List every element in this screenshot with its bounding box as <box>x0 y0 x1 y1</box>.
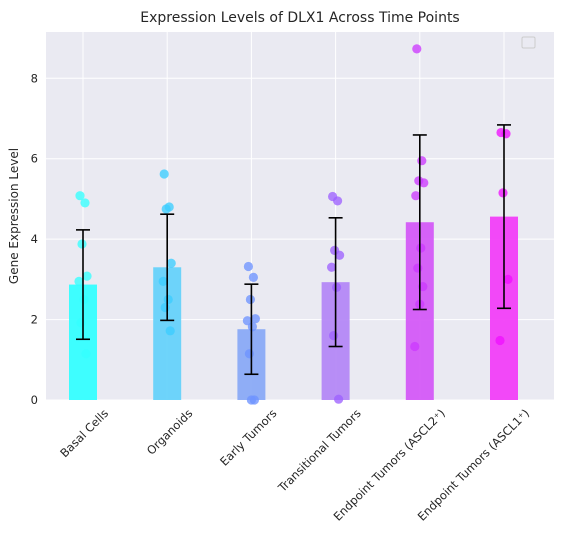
error-bars <box>76 124 511 376</box>
data-point <box>82 271 92 281</box>
data-point <box>410 341 420 352</box>
data-point <box>159 169 169 179</box>
data-point <box>75 191 85 201</box>
data-point <box>81 349 91 359</box>
data-point <box>248 272 258 282</box>
x-tick-label: Organoids <box>144 406 195 457</box>
plot-background <box>46 32 554 400</box>
data-point <box>411 191 421 201</box>
data-point <box>163 294 173 305</box>
data-point <box>332 282 342 292</box>
data-point <box>80 198 90 208</box>
data-point <box>495 335 505 346</box>
data-point <box>79 294 89 305</box>
y-tick-label: 6 <box>31 152 38 166</box>
data-point <box>244 349 254 359</box>
legend-box <box>521 36 536 49</box>
y-axis-label: Gene Expression Level <box>7 148 21 284</box>
data-point <box>416 243 426 253</box>
data-point <box>419 178 429 188</box>
y-tick-label: 2 <box>31 313 38 327</box>
data-point <box>327 262 337 272</box>
data-point <box>503 274 513 284</box>
y-tick-label: 4 <box>31 232 38 246</box>
bars <box>69 216 518 400</box>
x-tick-label: Basal Cells <box>57 406 111 460</box>
data-point <box>77 239 87 249</box>
data-point <box>333 196 343 206</box>
data-point <box>501 129 511 139</box>
x-tick-label: Early Tumors <box>217 406 279 468</box>
data-point <box>335 250 345 260</box>
data-point <box>161 204 171 214</box>
data-point <box>160 302 170 313</box>
data-point <box>76 318 86 328</box>
data-point <box>498 188 508 198</box>
y-tick-label: 0 <box>31 393 38 407</box>
chart-title: Expression Levels of DLX1 Across Time Po… <box>140 10 459 26</box>
data-point <box>246 395 256 405</box>
data-point <box>242 316 252 326</box>
data-point <box>250 314 260 324</box>
data-point <box>245 294 255 305</box>
x-tick-labels: Basal Cells Organoids Early TumorsTransiti… <box>57 406 532 523</box>
data-point <box>412 44 422 54</box>
y-tick-labels: 0 2 4 6 8 <box>31 71 38 407</box>
data-point <box>243 261 253 272</box>
data-point <box>74 276 84 286</box>
data-point <box>413 263 423 273</box>
y-tick-label: 8 <box>31 71 38 85</box>
data-point <box>334 394 344 404</box>
data-point <box>417 156 427 166</box>
data-point <box>165 326 175 336</box>
data-point <box>166 258 176 268</box>
x-tick-label: Transitional Tumors <box>275 406 364 495</box>
data-point <box>247 322 257 332</box>
data-point <box>158 276 168 286</box>
data-point <box>329 331 339 341</box>
